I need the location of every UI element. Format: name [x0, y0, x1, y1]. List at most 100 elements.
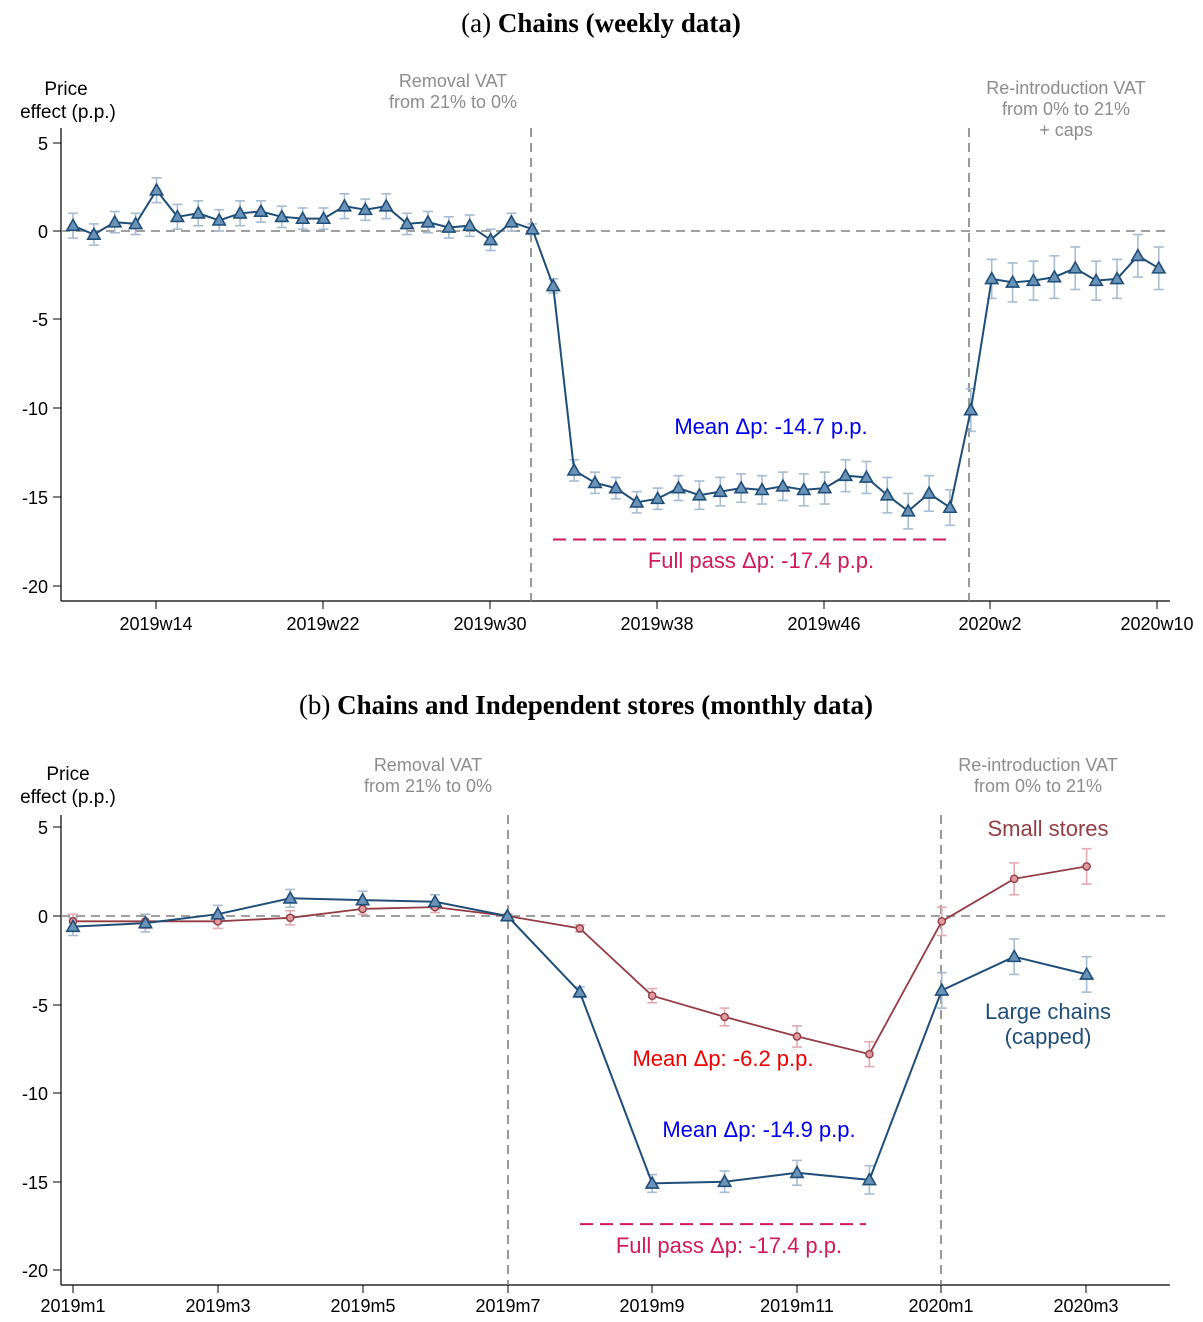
panel-a-xtick-label: 2019w38 — [620, 614, 693, 634]
panel-a: (a) Chains (weekly data) Price effect (p… — [20, 8, 1193, 634]
panel-a-chains-marker — [733, 480, 749, 494]
panel-a-chains-marker — [1005, 274, 1021, 288]
panel-a-xtick-label: 2019w22 — [286, 614, 359, 634]
panel-a-full-pass-label: Full pass Δp: -17.4 p.p. — [648, 548, 874, 573]
panel-b-ytick-label: -10 — [22, 1084, 48, 1104]
panel-a-chains-marker — [378, 198, 394, 212]
panel-a-chains-marker — [169, 209, 185, 223]
panel-b-ytick-label: -15 — [22, 1173, 48, 1193]
panel-a-chains-marker — [775, 478, 791, 492]
panel-a-chains-marker — [399, 216, 415, 230]
panel-a-chains-marker — [211, 212, 227, 226]
panel-b-small-stores-marker — [575, 924, 585, 933]
panel-a-chains-marker — [503, 214, 520, 228]
panel-a-title: (a) Chains (weekly data) — [461, 8, 741, 38]
panel-a-xtick-group: 2019w14 2019w22 2019w30 2019w38 2019w46 … — [119, 601, 1194, 634]
panel-b-ylabel-line1: Price — [46, 764, 89, 785]
panel-a-chains-marker — [1025, 272, 1042, 287]
panel-b-small-stores-marker — [1082, 862, 1091, 871]
panel-a-chains-marker — [86, 226, 102, 240]
panel-b-large-chains-marker — [1079, 966, 1095, 980]
panel-b-xtick-label: 2019m3 — [185, 1296, 250, 1316]
panel-a-chains-marker — [1046, 269, 1062, 283]
panel-b: (b) Chains and Independent stores (month… — [20, 690, 1170, 1316]
panel-b-small-ci-group — [68, 847, 1092, 1068]
panel-a-reintro-annotation-line2: from 0% to 21% — [1002, 99, 1130, 119]
panel-a-chains-marker — [921, 485, 937, 499]
panel-b-large-chains-marker — [427, 894, 443, 908]
panel-a-mean-label: Mean Δp: -14.7 p.p. — [674, 414, 867, 439]
panel-b-reintro-annotation-line1: Re-introduction VAT — [958, 755, 1117, 775]
panel-a-ytick-label: -15 — [22, 488, 48, 508]
panel-b-removal-annotation-line1: Removal VAT — [374, 755, 482, 775]
panel-a-chains-marker — [128, 216, 144, 230]
panel-a-chains-marker — [670, 480, 687, 494]
panel-b-large-chains-marker — [355, 892, 371, 906]
panel-b-large-chains-label-line1: Large chains — [985, 999, 1111, 1024]
panel-a-chains-marker — [754, 482, 770, 496]
panel-b-small-stores-marker — [647, 991, 657, 1000]
panel-a-chains-marker — [462, 217, 478, 232]
panel-b-title: (b) Chains and Independent stores (month… — [299, 690, 873, 720]
panel-b-large-chains-marker — [934, 982, 950, 996]
panel-a-ytick-label: 0 — [38, 222, 48, 242]
panel-a-chains-marker — [65, 217, 81, 232]
panel-b-large-chains-label-line2: (capped) — [1005, 1024, 1092, 1049]
panel-a-chains-marker — [232, 205, 248, 219]
panel-a-chains-line — [72, 188, 1160, 513]
panel-a-chains-marker — [315, 210, 332, 225]
panel-a-chains-marker — [1088, 272, 1104, 287]
panel-a-chains-marker — [357, 201, 373, 216]
panel-a-chains-marker — [900, 503, 916, 517]
panel-a-chains-marker — [1130, 248, 1146, 262]
panel-a-ytick-label: 5 — [38, 134, 48, 154]
panel-b-large-chains-marker — [282, 890, 298, 904]
panel-a-reintro-annotation-line3: + caps — [1039, 120, 1093, 140]
panel-a-chains-marker — [274, 209, 290, 223]
panel-a-chains-marker — [420, 214, 436, 228]
panel-a-chains-marker — [441, 219, 457, 233]
panel-a-ytick-group: 5 0 -5 -10 -15 -20 — [22, 134, 61, 597]
panel-a-chains-marker — [566, 462, 582, 476]
panel-b-large-chains-marker — [572, 984, 588, 998]
panel-b-large-chains-marker — [137, 915, 153, 929]
panel-a-chains-marker — [858, 469, 875, 483]
panel-b-small-stores-marker — [1009, 874, 1019, 884]
panel-a-chains-marker — [629, 494, 645, 508]
panel-a-chains-marker — [336, 198, 353, 212]
panel-a-xtick-label: 2019w14 — [119, 614, 192, 634]
panel-b-large-chains-marker — [644, 1175, 660, 1189]
panel-b-xtick-label: 2019m5 — [330, 1296, 395, 1316]
panel-a-chains-marker — [148, 182, 165, 196]
panel-b-small-stores-marker — [720, 1012, 729, 1022]
panel-a-chains-marker — [545, 278, 561, 292]
panel-b-small-stores-marker — [358, 904, 367, 914]
panel-b-ylabel-line2: effect (p.p.) — [20, 787, 116, 808]
panel-a-ytick-label: -10 — [22, 399, 48, 419]
panel-a-removal-annotation-line2: from 21% to 0% — [389, 92, 517, 112]
panel-a-chains-marker — [295, 210, 311, 225]
panel-a-reintro-annotation-line1: Re-introduction VAT — [986, 78, 1145, 98]
panel-b-small-stores-marker — [937, 917, 947, 926]
panel-a-chains-marker — [524, 221, 540, 235]
panel-a-chains-marker — [608, 480, 624, 494]
panel-b-small-markers-group — [68, 862, 1091, 1059]
panel-a-chains-marker — [253, 203, 269, 217]
panel-a-ytick-label: -5 — [32, 310, 48, 330]
panel-a-chains-marker — [879, 487, 895, 501]
panel-b-small-stores-marker — [792, 1032, 802, 1041]
panel-b-small-stores-marker — [285, 913, 295, 923]
panel-b-mean-small-label: Mean Δp: -6.2 p.p. — [632, 1046, 813, 1071]
panel-b-xtick-group: 2019m1 2019m3 2019m5 2019m7 2019m9 2019m… — [40, 1285, 1119, 1316]
panel-a-chains-marker — [483, 232, 499, 246]
panel-b-xtick-label: 2019m9 — [619, 1296, 684, 1316]
panel-b-reintro-annotation-line2: from 0% to 21% — [974, 776, 1102, 796]
panel-b-mean-chains-label: Mean Δp: -14.9 p.p. — [662, 1117, 855, 1142]
panel-a-xtick-label: 2020w2 — [958, 614, 1021, 634]
panel-a-chains-marker — [1151, 260, 1167, 274]
panel-a-chains-marker — [942, 499, 958, 514]
panel-a-chains-marker — [796, 482, 812, 496]
panel-b-large-chains-marker — [861, 1172, 877, 1186]
panel-b-small-stores-label: Small stores — [987, 816, 1108, 841]
